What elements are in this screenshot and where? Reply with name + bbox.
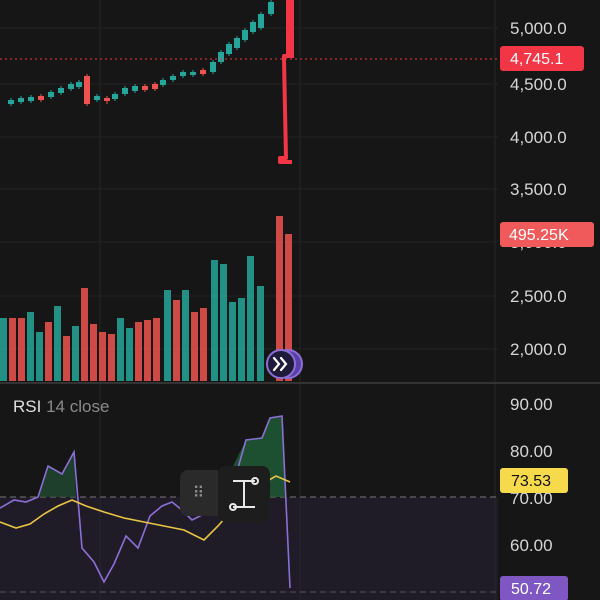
volume-bar bbox=[135, 322, 142, 381]
candle-body bbox=[234, 38, 240, 48]
volume-bar bbox=[36, 332, 43, 381]
volume-bar bbox=[126, 328, 133, 381]
candle-body bbox=[122, 88, 128, 94]
candle-body bbox=[18, 98, 24, 102]
candle-body bbox=[250, 22, 256, 32]
candle-body bbox=[152, 84, 158, 89]
volume-bar bbox=[276, 216, 283, 381]
candle-body bbox=[28, 97, 34, 101]
volume-bar bbox=[63, 336, 70, 381]
candle-body bbox=[104, 98, 110, 101]
volume-bar bbox=[90, 324, 97, 381]
candle-body bbox=[94, 96, 100, 100]
volume-bar bbox=[0, 318, 7, 381]
volume-bar bbox=[9, 318, 16, 381]
candle-body bbox=[160, 80, 166, 85]
rsi-line bbox=[0, 415, 291, 589]
price-label-4000: 4,000.0 bbox=[510, 128, 567, 147]
rsi-params: 14 close bbox=[46, 397, 110, 416]
rsi-indicator-label[interactable]: RSI 14 close bbox=[13, 397, 109, 417]
candle-body bbox=[268, 2, 274, 14]
volume-bar bbox=[117, 318, 124, 381]
candle-body bbox=[132, 86, 138, 91]
volume-bar bbox=[72, 326, 79, 381]
volume-bar bbox=[173, 300, 180, 381]
volume-bar bbox=[238, 298, 245, 381]
volume-value: 495.25K bbox=[509, 227, 569, 244]
candle-body bbox=[68, 84, 74, 89]
measure-icon bbox=[229, 477, 259, 511]
price-label-2500: 2,500.0 bbox=[510, 287, 567, 306]
volume-bar bbox=[18, 318, 25, 381]
toolbar-drag-handle[interactable]: ⠿ bbox=[180, 470, 218, 516]
rsi-label-80: 80.00 bbox=[510, 442, 553, 461]
price-label-3500: 3,500.0 bbox=[510, 180, 567, 199]
candle-body bbox=[218, 52, 224, 62]
last-price-tag: 4,745.1 bbox=[500, 46, 584, 71]
candle-body bbox=[170, 76, 176, 80]
volume-bar bbox=[164, 290, 171, 381]
last-price-value: 4,745.1 bbox=[510, 51, 563, 68]
candle-body bbox=[142, 86, 148, 90]
volume-bar bbox=[144, 320, 151, 381]
rsi-label-90: 90.00 bbox=[510, 395, 553, 414]
volume-bar bbox=[200, 308, 207, 381]
measure-tool-button[interactable] bbox=[218, 466, 270, 522]
volume-bar bbox=[108, 334, 115, 381]
volume-bars bbox=[0, 216, 292, 381]
volume-bar bbox=[81, 288, 88, 381]
rsi-ma-tag: 73.53 bbox=[500, 468, 568, 493]
volume-bar bbox=[211, 260, 218, 381]
volume-bar bbox=[99, 332, 106, 381]
candle-body bbox=[180, 72, 186, 76]
rsi-label-60: 60.00 bbox=[510, 536, 553, 555]
candle-body bbox=[112, 94, 118, 99]
rsi-overbought-fill bbox=[38, 452, 76, 497]
rsi-current-value: 50.72 bbox=[511, 581, 551, 598]
price-label-5000: 5,000.0 bbox=[510, 19, 567, 38]
rsi-label-70: 70.00 bbox=[510, 489, 553, 508]
volume-bar bbox=[27, 312, 34, 381]
candle-body bbox=[210, 62, 216, 72]
volume-bar bbox=[182, 290, 189, 381]
volume-bar bbox=[247, 256, 254, 381]
rsi-axis: 90.00 80.00 70.00 60.00 bbox=[510, 395, 553, 555]
candle-body bbox=[200, 70, 206, 74]
scroll-to-realtime-button[interactable] bbox=[266, 349, 303, 379]
crash-candle-body bbox=[286, 0, 294, 58]
rsi-name: RSI bbox=[13, 397, 42, 416]
volume-bar bbox=[220, 264, 227, 381]
grip-dots-icon: ⠿ bbox=[192, 485, 206, 502]
candle-body bbox=[258, 14, 264, 28]
candle-body bbox=[226, 44, 232, 54]
candle-body bbox=[76, 82, 82, 87]
rsi-value-tag: 50.72 bbox=[500, 576, 568, 600]
volume-bar bbox=[54, 306, 61, 381]
volume-bar bbox=[229, 302, 236, 381]
candle-body bbox=[190, 72, 196, 75]
candle-body bbox=[38, 96, 44, 100]
volume-bar bbox=[257, 286, 264, 381]
volume-bar bbox=[285, 234, 292, 381]
candlesticks bbox=[8, 0, 294, 164]
double-chevron-right-icon bbox=[272, 356, 288, 372]
candle-body bbox=[84, 76, 90, 104]
candle-body bbox=[58, 88, 64, 93]
candle-body bbox=[242, 30, 248, 40]
rsi-ma-value: 73.53 bbox=[511, 473, 551, 490]
price-label-2000: 2,000.0 bbox=[510, 340, 567, 359]
volume-bar bbox=[45, 322, 52, 381]
candle-body bbox=[48, 92, 54, 97]
volume-tag: 495.25K bbox=[500, 222, 594, 247]
volume-bar bbox=[153, 318, 160, 381]
volume-bar bbox=[191, 312, 198, 381]
candle-body bbox=[8, 100, 14, 104]
price-label-4500: 4,500.0 bbox=[510, 75, 567, 94]
